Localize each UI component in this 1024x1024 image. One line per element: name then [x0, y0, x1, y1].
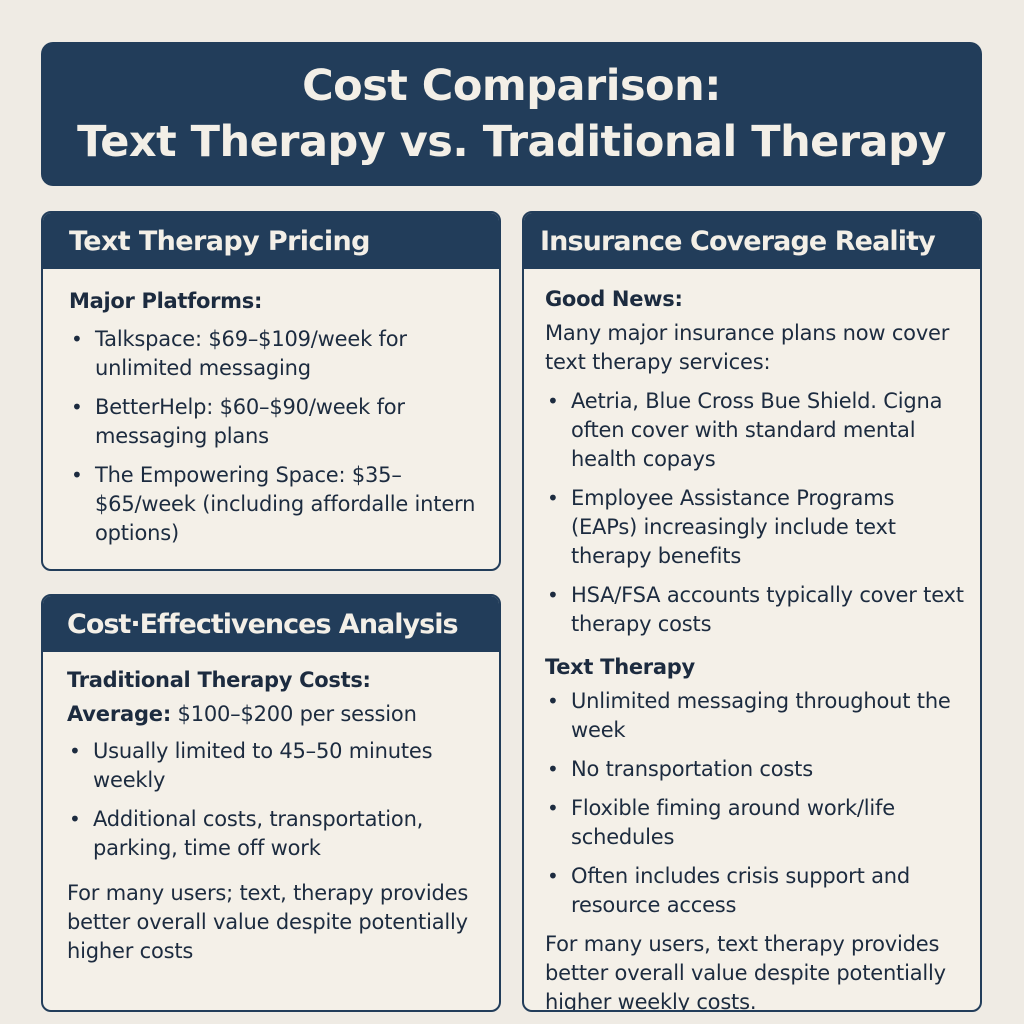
- platforms-subheading: Major Platforms:: [69, 289, 263, 313]
- list-item: Talkspace: $69–$109/week for unlimited m…: [69, 325, 485, 383]
- average-label: Average:: [67, 702, 172, 726]
- list-item: BetterHelp: $60–$90/week for messaging p…: [69, 393, 485, 451]
- analysis-body: Traditional Therapy Costs: Average: $100…: [43, 666, 499, 966]
- pricing-panel: Text Therapy Pricing Major Platforms: Ta…: [41, 211, 501, 571]
- insurance-intro: Many major insurance plans now cover tex…: [545, 321, 950, 374]
- good-news-label: Good News:: [545, 287, 683, 311]
- list-item: HSA/FSA accounts typically cover text th…: [545, 581, 966, 639]
- insurance-heading: Insurance Coverage Reality: [524, 213, 980, 269]
- insurance-body: Good News: Many major insurance plans no…: [524, 285, 980, 1012]
- pricing-body: Major Platforms: Talkspace: $69–$109/wee…: [43, 287, 499, 548]
- insurance-conclusion: For many users, text therapy provides be…: [545, 932, 946, 1012]
- pricing-heading: Text Therapy Pricing: [43, 213, 499, 269]
- platforms-list: Talkspace: $69–$109/week for unlimited m…: [69, 325, 485, 548]
- list-item: Usually limited to 45–50 minutes weekly: [67, 737, 485, 795]
- list-item: Unlimited messaging throughout the week: [545, 687, 966, 745]
- title-line-2: Text Therapy vs. Traditional Therapy: [77, 117, 946, 167]
- list-item: Floxible fiming around work/life schedul…: [545, 794, 966, 852]
- text-therapy-label: Text Therapy: [545, 655, 695, 679]
- traditional-costs-list: Usually limited to 45–50 minutes weekly …: [67, 737, 485, 863]
- analysis-panel: Cost·Effectivences Analysis Traditional …: [41, 594, 501, 1012]
- list-item: No transportation costs: [545, 755, 966, 784]
- average-value: $100–$200 per session: [177, 702, 417, 726]
- list-item: Often includes crisis support and resour…: [545, 862, 966, 920]
- insurance-list: Aetria, Blue Cross Bue Shield. Cigna oft…: [545, 387, 966, 639]
- list-item: Aetria, Blue Cross Bue Shield. Cigna oft…: [545, 387, 966, 474]
- list-item: The Empowering Space: $35–$65/week (incl…: [69, 461, 485, 548]
- list-item: Employee Assistance Programs (EAPs) incr…: [545, 484, 966, 571]
- list-item: Additional costs, transportation, parkin…: [67, 805, 485, 863]
- average-cost: Average: $100–$200 per session: [67, 700, 485, 729]
- insurance-panel: Insurance Coverage Reality Good News: Ma…: [522, 211, 982, 1012]
- analysis-heading: Cost·Effectivences Analysis: [43, 596, 499, 652]
- title-line-1: Cost Comparison:: [302, 61, 721, 111]
- title-banner: Cost Comparison: Text Therapy vs. Tradit…: [41, 42, 982, 186]
- analysis-conclusion: For many users; text, therapy provides b…: [67, 881, 469, 963]
- text-therapy-list: Unlimited messaging throughout the week …: [545, 687, 966, 920]
- traditional-costs-subheading: Traditional Therapy Costs:: [67, 668, 371, 692]
